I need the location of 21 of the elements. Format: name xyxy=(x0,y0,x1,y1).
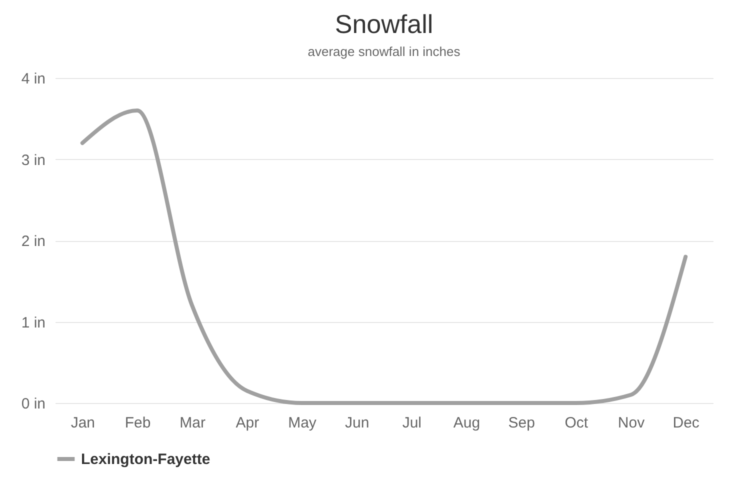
chart-subtitle: average snowfall in inches xyxy=(308,44,461,59)
x-tick-label: Nov xyxy=(618,414,646,432)
y-tick-label: 2 in xyxy=(21,233,46,250)
y-tick-label: 1 in xyxy=(21,314,46,332)
y-tick-label: 4 in xyxy=(21,70,46,88)
x-tick-label: Aug xyxy=(453,414,480,432)
x-tick-label: Sep xyxy=(508,414,535,432)
x-tick-label: Oct xyxy=(564,414,589,432)
y-tick-label: 3 in xyxy=(21,152,46,169)
x-tick-label: May xyxy=(288,414,317,432)
x-tick-label: Dec xyxy=(672,414,700,432)
legend-label: Lexington-Fayette xyxy=(81,451,210,468)
x-tick-label: Mar xyxy=(180,414,206,432)
chart-title: Snowfall xyxy=(334,9,434,39)
x-tick-label: Jan xyxy=(70,414,96,432)
x-tick-label: Jul xyxy=(402,414,422,432)
x-tick-label: Apr xyxy=(236,414,260,432)
x-tick-label: Jun xyxy=(344,414,370,432)
y-tick-label: 0 in xyxy=(21,396,46,412)
x-tick-label: Feb xyxy=(124,414,151,432)
line-series xyxy=(80,108,688,405)
